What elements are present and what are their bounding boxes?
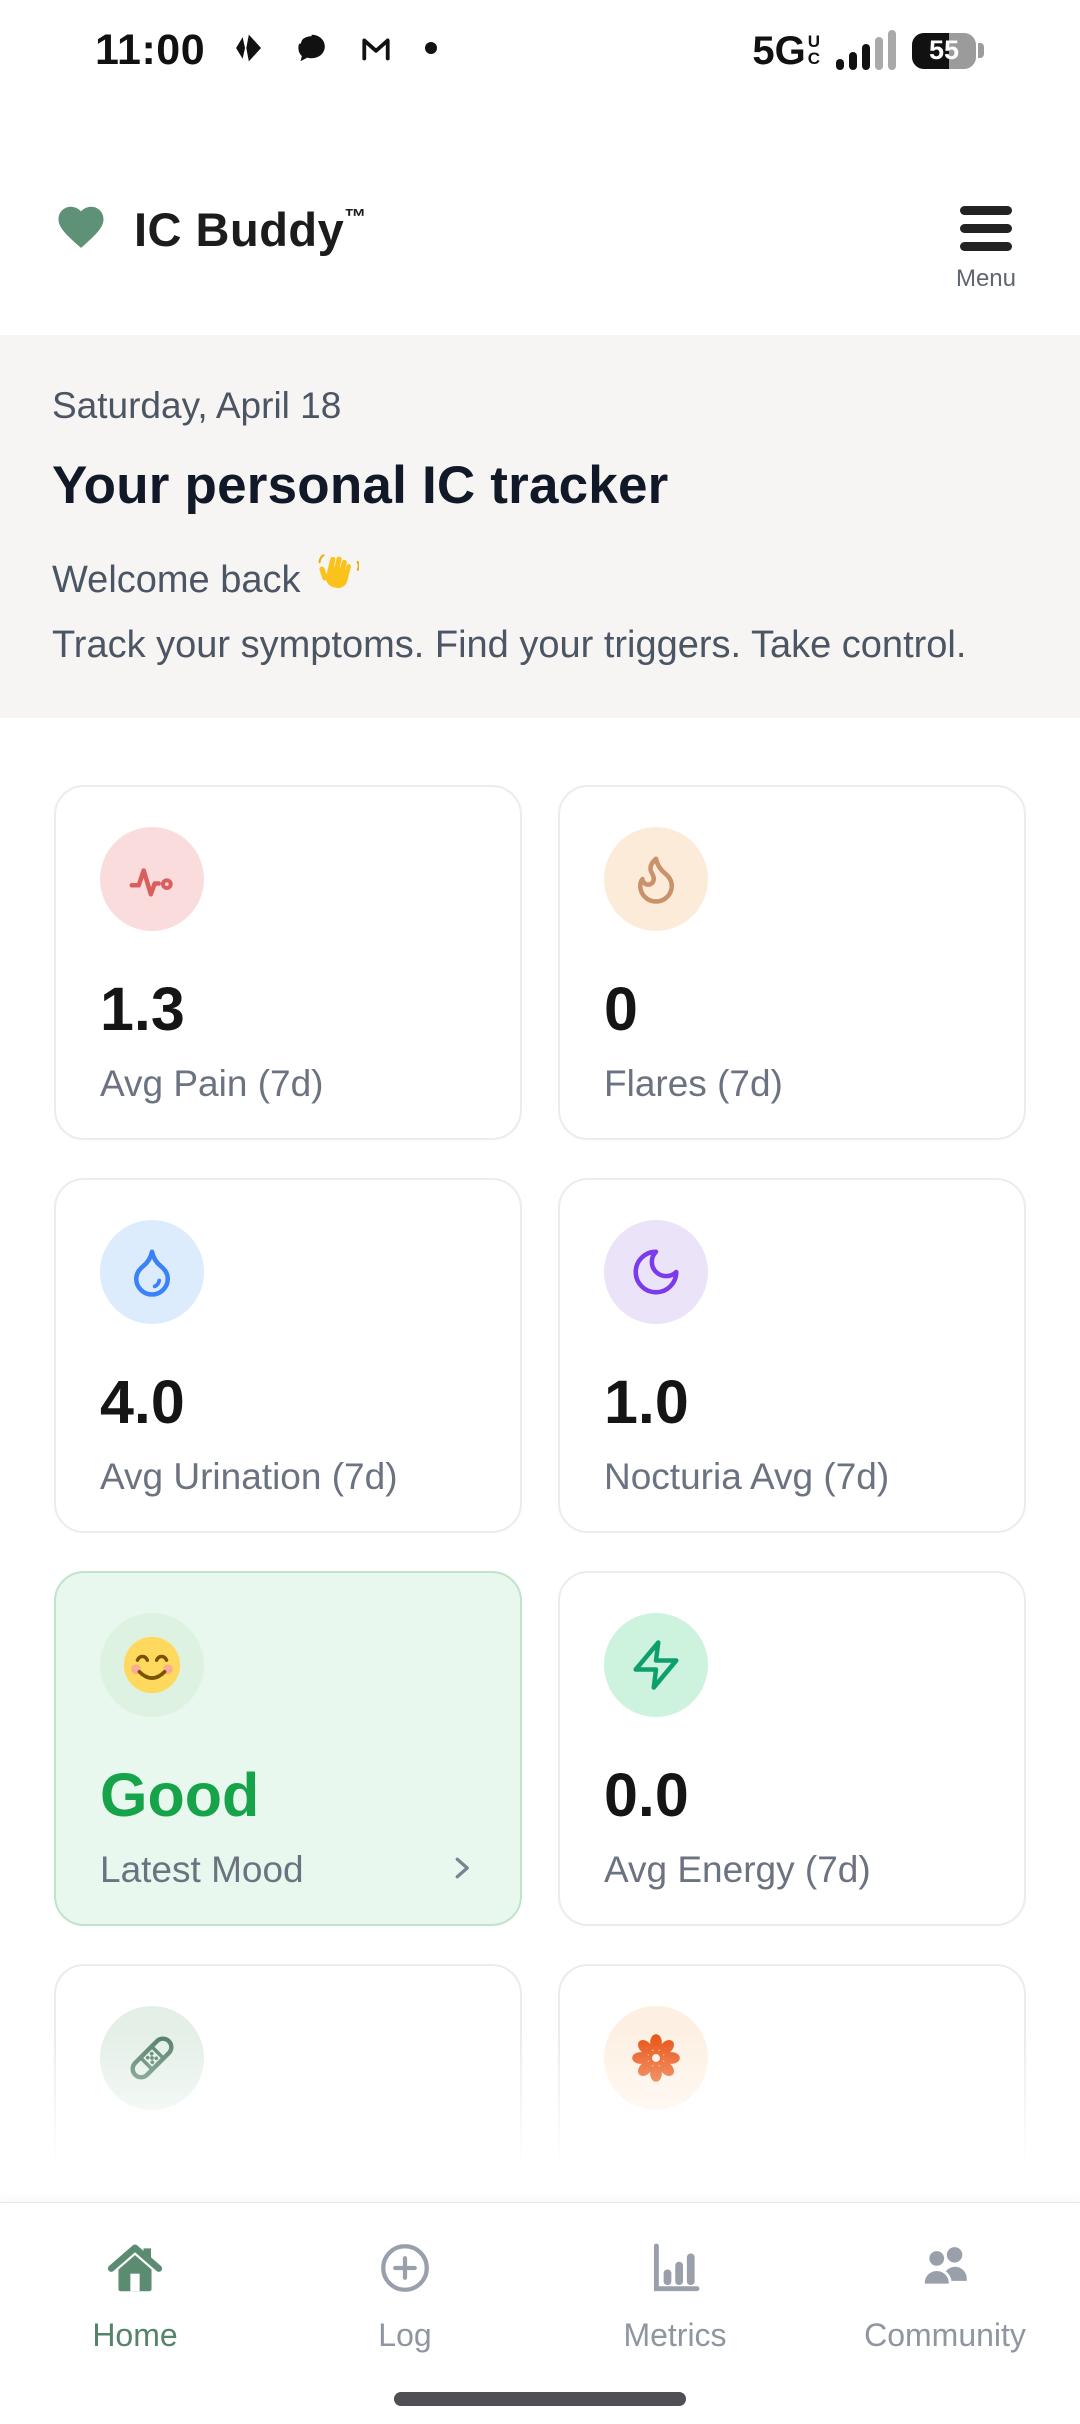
- zap-icon: [604, 1613, 708, 1717]
- signal-strength-icon: [836, 29, 896, 70]
- nav-item-log[interactable]: Log: [270, 2233, 540, 2354]
- nav-item-community[interactable]: Community: [810, 2233, 1080, 2354]
- nav-label: Metrics: [623, 2317, 727, 2353]
- tagline: Track your symptoms. Find your triggers.…: [52, 624, 967, 666]
- smiley-emoji: [100, 1613, 204, 1717]
- pulse-icon: [100, 827, 204, 931]
- stat-label: Avg Energy (7d): [604, 1849, 871, 1890]
- avg-energy-card[interactable]: 0.0 Avg Energy (7d): [558, 1571, 1026, 1926]
- nav-item-metrics[interactable]: Metrics: [540, 2233, 810, 2354]
- gmail-notification-icon: [357, 29, 395, 72]
- menu-button-label: Menu: [955, 265, 1016, 292]
- battery-icon: 55: [912, 32, 984, 71]
- droplet-icon: [100, 1220, 204, 1324]
- plus-circle-icon: [375, 2233, 435, 2303]
- stat-label: Nocturia Avg (7d): [604, 1456, 890, 1497]
- nav-label: Log: [378, 2317, 432, 2353]
- chevron-right-icon: [446, 1851, 476, 1890]
- nav-item-home[interactable]: Home: [0, 2233, 270, 2354]
- waving-hand-emoji: [313, 552, 360, 608]
- home-icon: [102, 2233, 168, 2303]
- app-header: IC Buddy™ Menu: [52, 200, 1016, 293]
- stat-label: Flares (7d): [604, 1063, 783, 1104]
- app-brand: IC Buddy™: [52, 200, 367, 259]
- current-date: Saturday, April 18: [52, 385, 342, 426]
- stat-label: Avg Urination (7d): [100, 1456, 398, 1497]
- home-indicator-bar[interactable]: [394, 2392, 686, 2406]
- heart-logo-icon: [52, 200, 110, 259]
- stats-grid: 1.3 Avg Pain (7d) 0 Flares (7d) 4.0 Avg …: [54, 785, 1026, 2319]
- bar-chart-icon: [644, 2233, 706, 2303]
- avg-pain-card[interactable]: 1.3 Avg Pain (7d): [54, 785, 522, 1140]
- mood-value: Good: [100, 1761, 260, 1829]
- flares-card[interactable]: 0 Flares (7d): [558, 785, 1026, 1140]
- status-bar: 11:00 5G U C: [0, 0, 1080, 100]
- hamburger-icon: [959, 200, 1012, 251]
- chat-bubble-notification-icon: [293, 30, 329, 71]
- hero-section: Saturday, April 18 Your personal IC trac…: [0, 335, 1080, 718]
- avg-urination-card[interactable]: 4.0 Avg Urination (7d): [54, 1178, 522, 1533]
- stat-label: Latest Mood: [100, 1849, 304, 1890]
- flame-icon: [604, 827, 708, 931]
- stat-value: 0: [604, 975, 638, 1043]
- nav-label: Home: [92, 2317, 178, 2353]
- stat-value: 4.0: [100, 1368, 185, 1436]
- network-type-indicator: 5G U C: [752, 28, 820, 73]
- notification-icons: [231, 29, 439, 72]
- welcome-message: Welcome back: [52, 552, 1028, 608]
- stat-value: 1.3: [100, 975, 185, 1043]
- flower-icon: [604, 2006, 708, 2110]
- page-title: Your personal IC tracker: [52, 456, 669, 515]
- moon-icon: [604, 1220, 708, 1324]
- people-icon: [913, 2233, 977, 2303]
- bottom-navigation: Home Log Metrics: [0, 2202, 1080, 2424]
- battery-percent: 55: [928, 35, 960, 65]
- latest-mood-card[interactable]: Good Latest Mood: [54, 1571, 522, 1926]
- dot-notification-icon: [423, 40, 439, 61]
- stat-value: 0.0: [604, 1761, 689, 1829]
- bandage-icon: [100, 2006, 204, 2110]
- nocturia-card[interactable]: 1.0 Nocturia Avg (7d): [558, 1178, 1026, 1533]
- stat-value: 1.0: [604, 1368, 689, 1436]
- app-title: IC Buddy™: [134, 203, 367, 256]
- gem-notification-icon: [231, 31, 265, 70]
- clock: 11:00: [95, 25, 206, 74]
- status-indicators: 5G U C 55: [752, 28, 984, 73]
- nav-label: Community: [864, 2317, 1026, 2353]
- stat-label: Avg Pain (7d): [100, 1063, 324, 1104]
- trademark-symbol: ™: [344, 204, 367, 229]
- menu-button[interactable]: Menu: [956, 200, 1016, 293]
